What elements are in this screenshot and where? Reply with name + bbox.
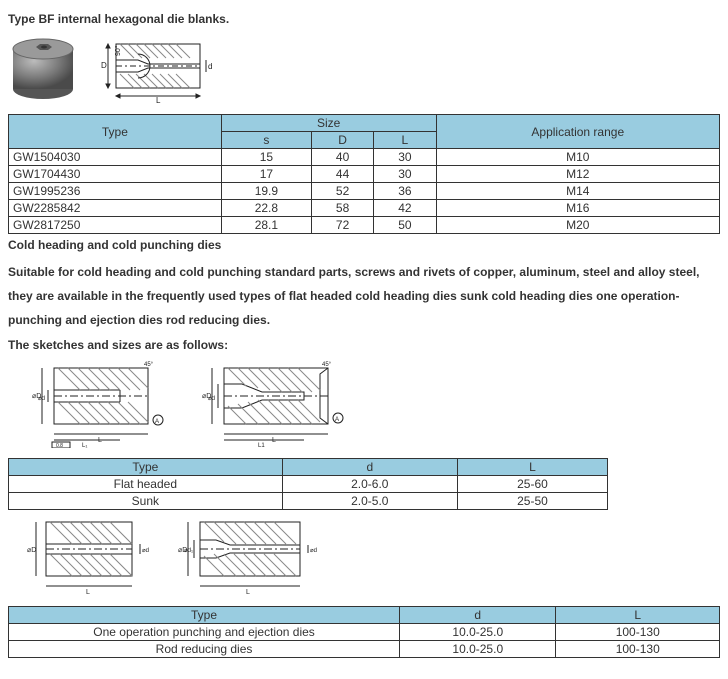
- table-cell: 40: [311, 149, 373, 166]
- diagram-row-2: L L₁ ⌀D ⌀d 45° 0.8 A L L1 ⌀D: [24, 360, 720, 448]
- svg-text:L: L: [86, 589, 90, 596]
- table-cell: 100-130: [556, 641, 720, 658]
- rod-reducing-sketch-icon: L ⌀D ⌀d₁ ⌀d: [174, 516, 324, 596]
- table-cell: 2.0-6.0: [282, 476, 457, 493]
- table-cell: 44: [311, 166, 373, 183]
- th-size: Size: [221, 115, 436, 132]
- t3-th-L: L: [556, 607, 720, 624]
- svg-text:90°: 90°: [114, 45, 122, 56]
- table-cell: M14: [436, 183, 719, 200]
- table-cell: 28.1: [221, 217, 311, 234]
- t3-th-type: Type: [9, 607, 400, 624]
- spec-table-1: Type Size Application range s D L GW1504…: [8, 114, 720, 234]
- svg-text:D: D: [101, 61, 107, 70]
- th-app: Application range: [436, 115, 719, 149]
- table-cell: 15: [221, 149, 311, 166]
- table-cell: M10: [436, 149, 719, 166]
- table-cell: 25-60: [457, 476, 607, 493]
- cylinder-3d-icon: [8, 35, 78, 103]
- th-L: L: [374, 132, 436, 149]
- table-cell: Sunk: [9, 493, 283, 510]
- table-cell: 22.8: [221, 200, 311, 217]
- svg-text:L: L: [246, 589, 250, 596]
- svg-text:⌀d: ⌀d: [38, 396, 45, 402]
- svg-text:45°: 45°: [144, 362, 154, 368]
- description-paragraph: Suitable for cold heading and cold punch…: [8, 260, 720, 332]
- table-cell: M12: [436, 166, 719, 183]
- table-cell: 36: [374, 183, 436, 200]
- spec-table-2: Type d L Flat headed2.0-6.025-60 Sunk2.0-…: [8, 458, 608, 510]
- svg-text:⌀d: ⌀d: [310, 548, 317, 554]
- table-cell: 52: [311, 183, 373, 200]
- punching-ejection-sketch-icon: L ⌀D ⌀d: [24, 516, 154, 596]
- svg-text:A: A: [155, 419, 159, 425]
- svg-text:L₁: L₁: [82, 443, 87, 448]
- table-cell: M20: [436, 217, 719, 234]
- t2-th-type: Type: [9, 459, 283, 476]
- table-cell: GW1704430: [9, 166, 222, 183]
- table-cell: 100-130: [556, 624, 720, 641]
- svg-text:0.8: 0.8: [56, 443, 63, 448]
- table-cell: One operation punching and ejection dies: [9, 624, 400, 641]
- table-cell: 19.9: [221, 183, 311, 200]
- svg-text:A: A: [335, 417, 339, 423]
- table-cell: 30: [374, 149, 436, 166]
- diagram-row-1: L D d 90°: [8, 34, 720, 104]
- th-type: Type: [9, 115, 222, 149]
- table-cell: 10.0-25.0: [400, 641, 556, 658]
- svg-text:d: d: [208, 62, 212, 71]
- th-D: D: [311, 132, 373, 149]
- cross-section-icon: L D d 90°: [98, 34, 218, 104]
- t2-th-L: L: [457, 459, 607, 476]
- section-title-3: The sketches and sizes are as follows:: [8, 338, 720, 352]
- section-title-2: Cold heading and cold punching dies: [8, 238, 720, 252]
- sunk-sketch-icon: L L1 ⌀D ⌀d 45° A: [194, 360, 354, 448]
- table-cell: 17: [221, 166, 311, 183]
- svg-text:⌀d₁: ⌀d₁: [184, 548, 193, 554]
- table-cell: GW2817250: [9, 217, 222, 234]
- table-cell: GW1995236: [9, 183, 222, 200]
- page-title-1: Type BF internal hexagonal die blanks.: [8, 12, 720, 26]
- svg-text:45°: 45°: [322, 362, 332, 368]
- table-cell: 50: [374, 217, 436, 234]
- spec-table-3: Type d L One operation punching and ejec…: [8, 606, 720, 658]
- svg-text:⌀d: ⌀d: [142, 548, 149, 554]
- svg-text:L1: L1: [258, 443, 265, 448]
- th-s: s: [221, 132, 311, 149]
- t3-th-d: d: [400, 607, 556, 624]
- table-cell: GW2285842: [9, 200, 222, 217]
- table-cell: 2.0-5.0: [282, 493, 457, 510]
- table-cell: 58: [311, 200, 373, 217]
- table-cell: 72: [311, 217, 373, 234]
- svg-text:⌀d: ⌀d: [208, 396, 215, 402]
- table-cell: 25-50: [457, 493, 607, 510]
- table-cell: 10.0-25.0: [400, 624, 556, 641]
- table-cell: GW1504030: [9, 149, 222, 166]
- table-cell: 30: [374, 166, 436, 183]
- table-cell: 42: [374, 200, 436, 217]
- table-cell: Rod reducing dies: [9, 641, 400, 658]
- table-cell: Flat headed: [9, 476, 283, 493]
- t2-th-d: d: [282, 459, 457, 476]
- table-cell: M16: [436, 200, 719, 217]
- svg-text:⌀D: ⌀D: [27, 547, 36, 554]
- flat-headed-sketch-icon: L L₁ ⌀D ⌀d 45° 0.8 A: [24, 360, 174, 448]
- svg-text:L: L: [156, 96, 161, 104]
- diagram-row-3: L ⌀D ⌀d L ⌀D ⌀d₁ ⌀d: [24, 516, 720, 596]
